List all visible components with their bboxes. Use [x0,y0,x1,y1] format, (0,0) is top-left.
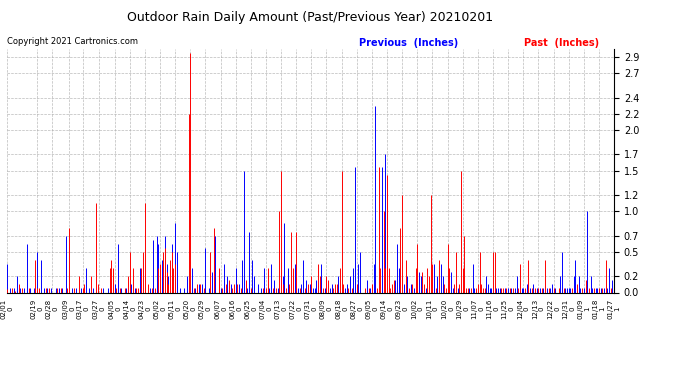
Text: Previous  (Inches): Previous (Inches) [359,38,458,48]
Text: Past  (Inches): Past (Inches) [524,38,600,48]
Text: Outdoor Rain Daily Amount (Past/Previous Year) 20210201: Outdoor Rain Daily Amount (Past/Previous… [128,11,493,24]
Text: Copyright 2021 Cartronics.com: Copyright 2021 Cartronics.com [7,38,138,46]
